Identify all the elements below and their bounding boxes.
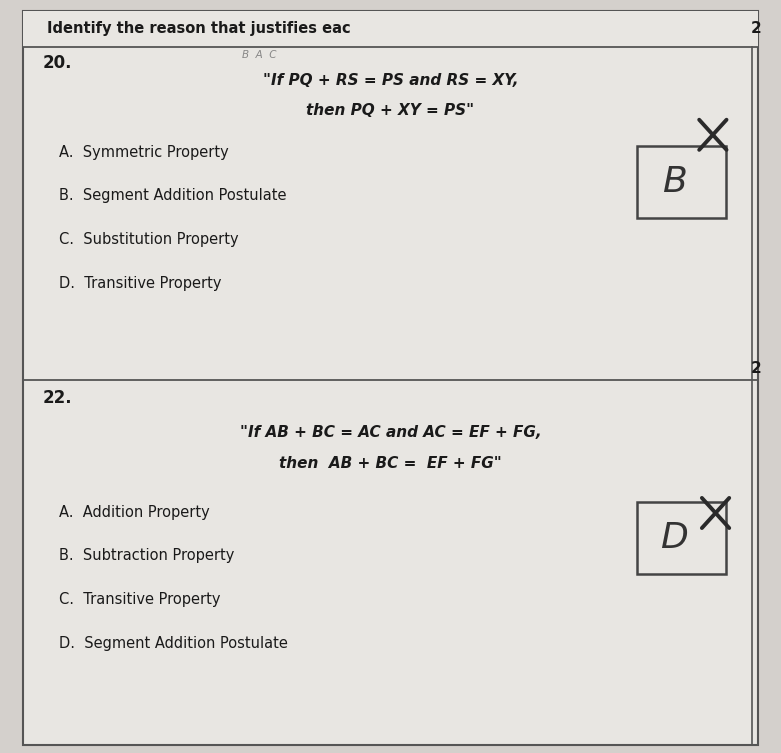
- Text: 22.: 22.: [43, 389, 73, 407]
- Text: C.  Transitive Property: C. Transitive Property: [59, 592, 220, 607]
- Text: D.  Transitive Property: D. Transitive Property: [59, 276, 221, 291]
- Bar: [637, 146, 726, 218]
- Text: Identify the reason that justifies eac: Identify the reason that justifies eac: [47, 22, 351, 36]
- Text: then  AB + BC =  EF + FG": then AB + BC = EF + FG": [279, 456, 502, 471]
- Text: 2: 2: [751, 22, 761, 36]
- Text: "If PQ + RS = PS and RS = XY,: "If PQ + RS = PS and RS = XY,: [262, 73, 519, 88]
- Text: B  A  C: B A C: [242, 50, 276, 60]
- Bar: [637, 502, 726, 574]
- Text: B: B: [662, 165, 686, 199]
- Text: A.  Symmetric Property: A. Symmetric Property: [59, 145, 228, 160]
- Bar: [23, 11, 758, 47]
- Text: 20.: 20.: [43, 54, 73, 72]
- Text: D.  Segment Addition Postulate: D. Segment Addition Postulate: [59, 636, 287, 651]
- Text: A.  Addition Property: A. Addition Property: [59, 505, 209, 520]
- Text: B.  Subtraction Property: B. Subtraction Property: [59, 548, 234, 563]
- Text: 2: 2: [751, 361, 761, 376]
- Text: B.  Segment Addition Postulate: B. Segment Addition Postulate: [59, 188, 286, 203]
- Text: "If AB + BC = AC and AC = EF + FG,: "If AB + BC = AC and AC = EF + FG,: [240, 425, 541, 441]
- Text: D: D: [660, 521, 688, 555]
- Text: C.  Substitution Property: C. Substitution Property: [59, 232, 238, 247]
- Text: then PQ + XY = PS": then PQ + XY = PS": [306, 103, 475, 118]
